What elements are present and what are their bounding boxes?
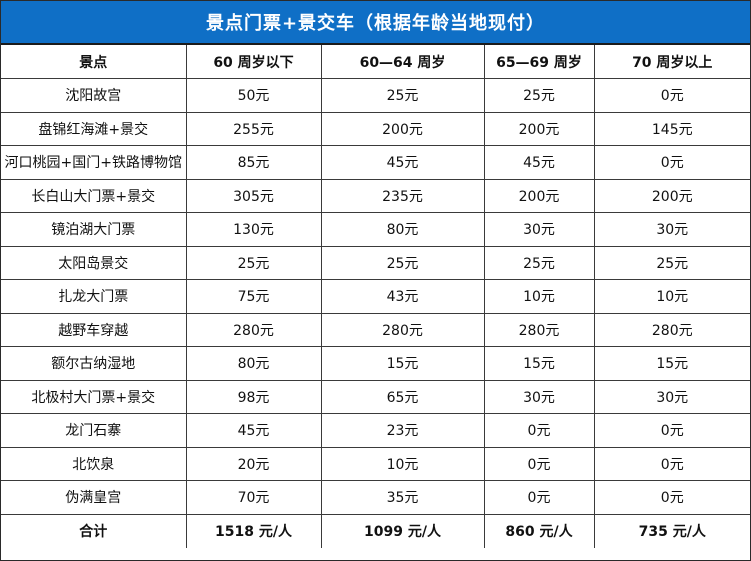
price-cell: 200元 [483,178,595,213]
price-cell: 70元 [185,480,322,515]
price-cell: 15元 [483,346,595,381]
price-cell: 25元 [483,245,595,280]
price-cell: 235元 [320,178,485,213]
price-cell: 75元 [185,279,322,314]
price-cell: 10元 [593,279,750,314]
price-cell: 45元 [483,145,595,180]
header-cell-attraction: 景点 [1,45,187,79]
price-cell: 45元 [185,413,322,448]
attraction-name: 扎龙大门票 [1,279,187,314]
price-cell: 0元 [593,480,750,515]
table-row: 扎龙大门票 75元 43元 10元 10元 [1,279,750,314]
price-cell: 30元 [483,212,595,247]
total-under-60: 1518 元/人 [185,513,322,548]
attraction-name: 北极村大门票+景交 [1,379,187,414]
price-cell: 65元 [320,379,485,414]
price-cell: 23元 [320,413,485,448]
price-cell: 0元 [593,413,750,448]
attraction-name: 龙门石寨 [1,413,187,448]
price-cell: 305元 [185,178,322,213]
table-row: 伪满皇宫 70元 35元 0元 0元 [1,480,750,515]
price-cell: 20元 [185,446,322,481]
attraction-name: 河口桃园+国门+铁路博物馆 [1,145,187,180]
attraction-name: 越野车穿越 [1,312,187,347]
sheet-title: 景点门票+景交车（根据年龄当地现付） [1,1,750,45]
header-cell-under-60: 60 周岁以下 [185,45,322,79]
attraction-name: 镜泊湖大门票 [1,212,187,247]
price-cell: 30元 [593,379,750,414]
price-cell: 80元 [185,346,322,381]
total-row: 合计 1518 元/人 1099 元/人 860 元/人 735 元/人 [1,513,750,548]
price-cell: 50元 [185,78,322,113]
price-cell: 0元 [593,78,750,113]
price-cell: 35元 [320,480,485,515]
table-row: 长白山大门票+景交 305元 235元 200元 200元 [1,178,750,213]
attraction-name: 额尔古纳湿地 [1,346,187,381]
price-cell: 25元 [320,245,485,280]
price-cell: 25元 [185,245,322,280]
price-cell: 200元 [320,111,485,146]
price-cell: 255元 [185,111,322,146]
total-label: 合计 [1,513,187,548]
price-cell: 145元 [593,111,750,146]
header-row: 景点 60 周岁以下 60—64 周岁 65—69 周岁 70 周岁以上 [1,45,750,79]
price-cell: 25元 [593,245,750,280]
attraction-name: 北饮泉 [1,446,187,481]
attraction-name: 伪满皇宫 [1,480,187,515]
price-cell: 130元 [185,212,322,247]
price-cell: 98元 [185,379,322,414]
attraction-name: 沈阳故宫 [1,78,187,113]
table-row: 北极村大门票+景交 98元 65元 30元 30元 [1,379,750,414]
header-cell-60-64: 60—64 周岁 [320,45,485,79]
price-table: 景点 60 周岁以下 60—64 周岁 65—69 周岁 70 周岁以上 沈阳故… [1,45,750,548]
table-row: 镜泊湖大门票 130元 80元 30元 30元 [1,212,750,247]
price-cell: 0元 [593,145,750,180]
price-cell: 80元 [320,212,485,247]
price-cell: 30元 [593,212,750,247]
price-cell: 15元 [320,346,485,381]
header-cell-70-plus: 70 周岁以上 [593,45,750,79]
price-cell: 43元 [320,279,485,314]
attraction-name: 长白山大门票+景交 [1,178,187,213]
attraction-name: 盘锦红海滩+景交 [1,111,187,146]
price-cell: 10元 [320,446,485,481]
header-cell-65-69: 65—69 周岁 [483,45,595,79]
table-row: 沈阳故宫 50元 25元 25元 0元 [1,78,750,113]
table-row: 额尔古纳湿地 80元 15元 15元 15元 [1,346,750,381]
price-cell: 25元 [483,78,595,113]
table-row: 北饮泉 20元 10元 0元 0元 [1,446,750,481]
price-cell: 280元 [593,312,750,347]
price-cell: 30元 [483,379,595,414]
table-row: 盘锦红海滩+景交 255元 200元 200元 145元 [1,111,750,146]
price-cell: 25元 [320,78,485,113]
price-cell: 280元 [320,312,485,347]
price-cell: 10元 [483,279,595,314]
price-cell: 280元 [185,312,322,347]
price-cell: 280元 [483,312,595,347]
price-cell: 200元 [483,111,595,146]
table-row: 太阳岛景交 25元 25元 25元 25元 [1,245,750,280]
table-row: 越野车穿越 280元 280元 280元 280元 [1,312,750,347]
price-cell: 0元 [483,446,595,481]
price-cell: 200元 [593,178,750,213]
price-cell: 0元 [483,413,595,448]
price-cell: 0元 [593,446,750,481]
price-cell: 0元 [483,480,595,515]
total-60-64: 1099 元/人 [320,513,485,548]
price-cell: 85元 [185,145,322,180]
total-65-69: 860 元/人 [483,513,595,548]
table-row: 河口桃园+国门+铁路博物馆 85元 45元 45元 0元 [1,145,750,180]
attraction-name: 太阳岛景交 [1,245,187,280]
price-cell: 15元 [593,346,750,381]
total-70-plus: 735 元/人 [593,513,750,548]
price-cell: 45元 [320,145,485,180]
table-row: 龙门石寨 45元 23元 0元 0元 [1,413,750,448]
